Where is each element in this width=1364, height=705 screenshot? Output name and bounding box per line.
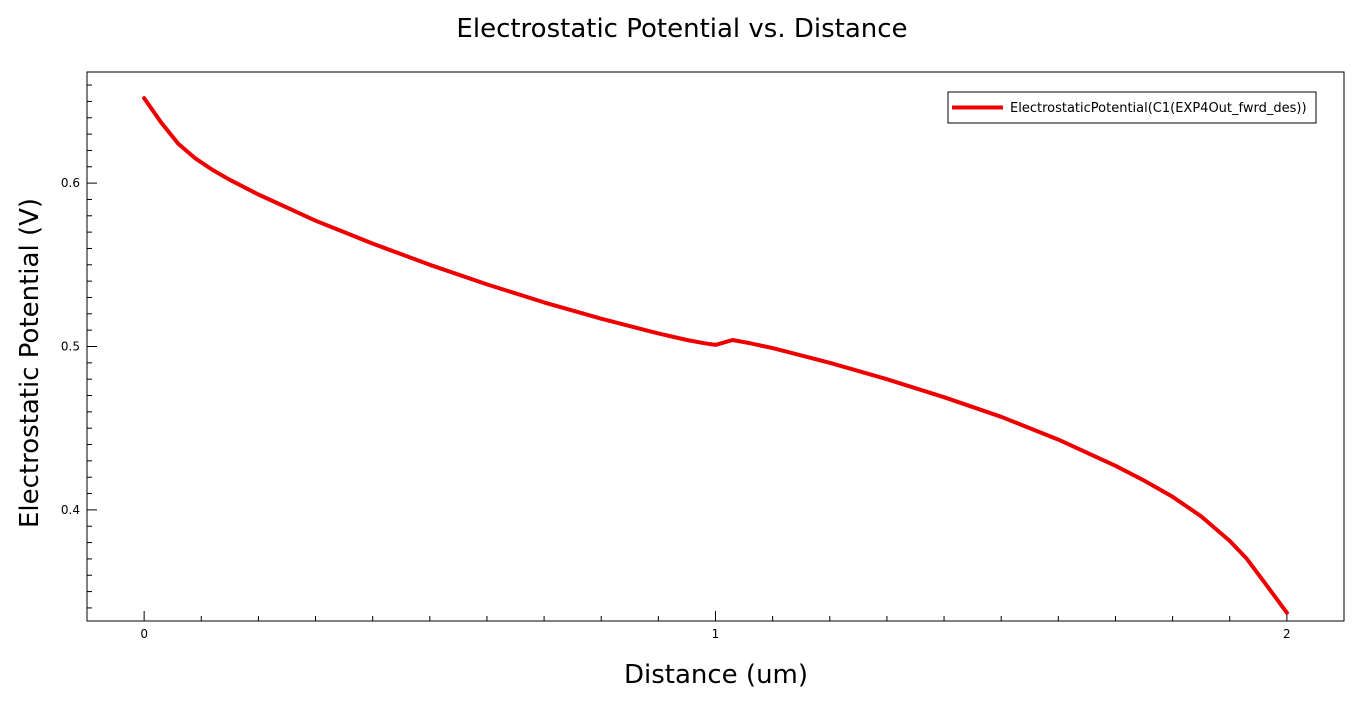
x-axis-ticks: 0 1 2 [140, 611, 1291, 641]
y-tick-label: 0.5 [61, 340, 80, 354]
chart-title: Electrostatic Potential vs. Distance [456, 14, 908, 44]
x-tick-label: 0 [140, 627, 148, 641]
x-axis-label: Distance (um) [623, 660, 809, 690]
y-axis-ticks: 0.4 0.5 0.6 [61, 84, 97, 609]
legend-box [947, 91, 1317, 124]
series-line [142, 96, 1289, 615]
legend: ElectrostaticPotential(C1(EXP4Out_fwrd_d… [947, 91, 1317, 124]
legend-label: ElectrostaticPotential(C1(EXP4Out_fwrd_d… [1010, 101, 1307, 116]
x-tick-label: 2 [1283, 627, 1291, 641]
y-tick-label: 0.4 [61, 503, 80, 517]
x-tick-label: 1 [712, 627, 720, 641]
y-tick-label: 0.6 [61, 176, 80, 190]
series-layer [142, 96, 1289, 615]
